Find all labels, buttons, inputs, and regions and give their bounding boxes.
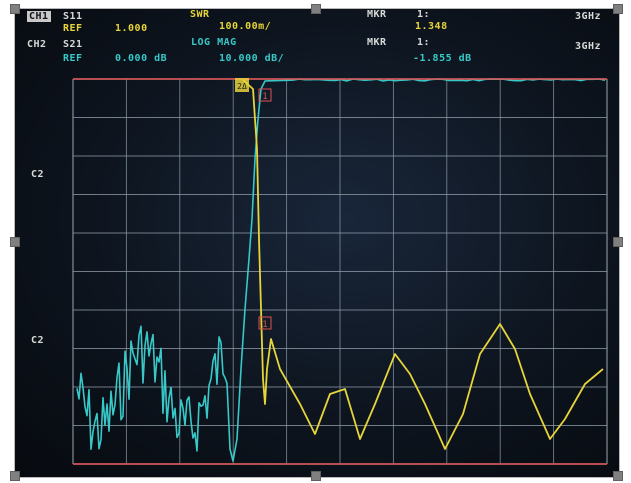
channel1-tag: CH1 <box>27 11 51 22</box>
channel1-frequency: 3GHz <box>575 11 602 22</box>
marker-ref: 2Δ <box>235 78 249 92</box>
marker-ch1: 1 <box>258 316 272 330</box>
analyzer-screen: CH1 S11 SWR MKR 1: 3GHz REF 1.000 100.00… <box>15 9 619 477</box>
resize-handle-top[interactable] <box>311 4 321 14</box>
channel1-trace <box>242 79 604 450</box>
marker-ch2: 1 <box>258 88 272 102</box>
channel1-scale: 100.00m/ <box>219 21 272 32</box>
channel2-marker-value: -1.855 dB <box>413 53 472 64</box>
marker-ch2-label: 1 <box>262 92 267 102</box>
channel1-ref-label: REF <box>63 23 83 34</box>
resize-handle-top-left[interactable] <box>10 4 20 14</box>
resize-handle-left[interactable] <box>10 237 20 247</box>
channel2-parameter: S21 <box>63 39 83 50</box>
channel2-tag: CH2 <box>27 39 47 50</box>
channel1-marker-label: MKR <box>367 9 387 20</box>
channel1-ref-value: 1.000 <box>115 23 148 34</box>
resize-handle-bottom-left[interactable] <box>10 471 20 481</box>
resize-handle-bottom[interactable] <box>311 471 321 481</box>
channel2-ref-label: REF <box>63 53 83 64</box>
channel1-marker-value: 1.348 <box>415 21 448 32</box>
side-label-upper: C2 <box>31 169 45 180</box>
channel2-ref-value: 0.000 dB <box>115 53 168 64</box>
channel2-marker-label: MKR <box>367 37 387 48</box>
resize-handle-right[interactable] <box>613 237 623 247</box>
marker-ref-label: 2Δ <box>237 82 247 91</box>
channel1-marker-index: 1: <box>417 9 431 20</box>
resize-handle-top-right[interactable] <box>613 4 623 14</box>
channel1-format: SWR <box>190 9 210 20</box>
trace-plot: 1 2Δ 1 <box>72 78 608 465</box>
channel1-parameter: S11 <box>63 11 83 22</box>
channel2-format: LOG MAG <box>191 37 237 48</box>
channel2-scale: 10.000 dB/ <box>219 53 285 64</box>
marker-ch1-label: 1 <box>262 320 267 330</box>
channel2-trace <box>76 78 606 462</box>
channel2-frequency: 3GHz <box>575 41 602 52</box>
photo-frame: CH1 S11 SWR MKR 1: 3GHz REF 1.000 100.00… <box>14 8 620 478</box>
graticule <box>72 78 608 465</box>
channel2-marker-index: 1: <box>417 37 431 48</box>
side-label-lower: C2 <box>31 335 45 346</box>
resize-handle-bottom-right[interactable] <box>613 471 623 481</box>
